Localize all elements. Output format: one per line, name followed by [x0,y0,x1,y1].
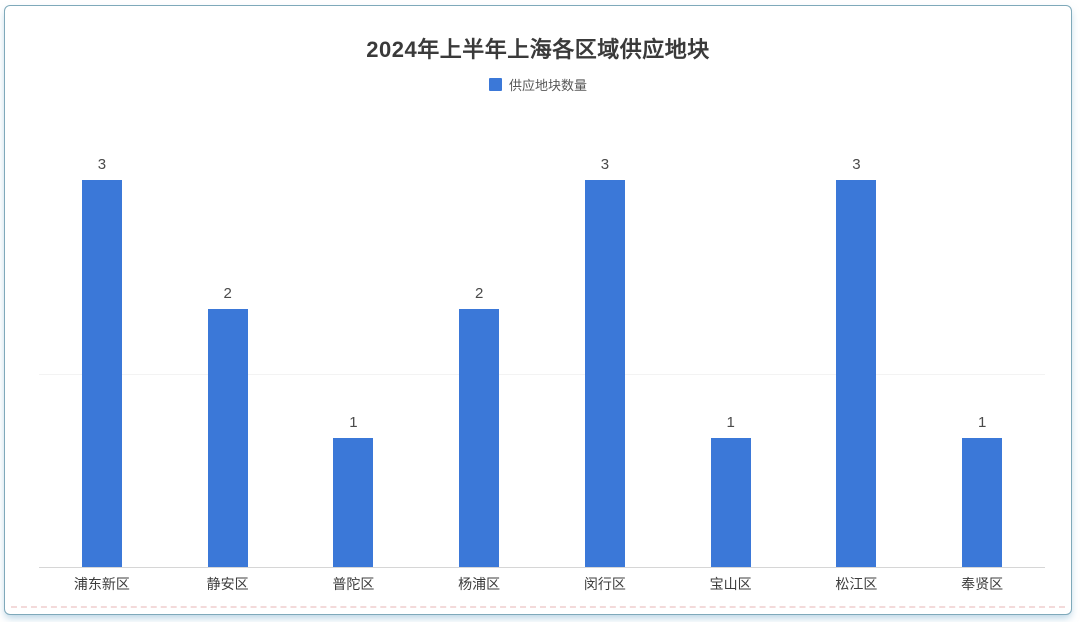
x-axis-labels: 浦东新区 静安区 普陀区 杨浦区 闵行区 宝山区 松江区 奉贤区 [39,574,1045,594]
bar[interactable] [836,180,877,567]
legend-color-swatch-icon [488,78,502,91]
bar-group: 2 [165,180,291,567]
bar-value-label: 3 [97,156,107,173]
x-axis-label: 奉贤区 [961,576,1004,592]
bar[interactable] [710,438,751,567]
bar-group: 3 [39,157,165,567]
x-axis-label: 普陀区 [332,576,375,592]
bar[interactable] [962,438,1003,567]
bar-value-label: 2 [474,285,484,303]
legend-item-supply[interactable]: 供应地块数量 [488,75,587,94]
bar[interactable] [207,309,248,567]
bottom-dashed-line [11,606,1065,608]
bar-group: 3 [542,157,668,567]
plot-bands: 3 2 1 2 3 1 3 1 [39,157,1045,567]
chart-legend: 供应地块数量 [5,75,1071,94]
x-axis-label: 浦东新区 [73,576,130,592]
bar-value-label: 3 [600,156,610,173]
bar[interactable] [81,180,122,567]
bar-value-label: 1 [977,414,987,432]
plot-area: 3 2 1 2 3 1 3 1 浦东新区 静安区 普陀区 杨浦区 闵行区 宝山区 松江区 奉贤区 [39,157,1045,592]
bar-value-label: 2 [223,285,232,303]
x-axis-label: 闵行区 [583,576,626,592]
bar-group: 1 [291,180,417,567]
bar-group: 2 [416,180,542,567]
x-axis-label: 宝山区 [709,576,752,592]
bar-group: 3 [794,157,920,567]
bar-value-label: 1 [349,414,358,432]
bar-value-label: 3 [852,156,861,173]
legend-label: 供应地块数量 [508,78,587,93]
bar[interactable] [459,309,500,567]
bar-group: 1 [668,180,794,567]
bar[interactable] [333,438,374,567]
bar-group: 1 [919,180,1045,567]
chart-title: 2024年上半年上海各区域供应地块 [366,37,710,62]
x-axis-label: 松江区 [835,576,878,592]
chart-card: 2024年上半年上海各区域供应地块 供应地块数量 3 2 1 2 3 1 3 1 浦东新区 静安… [4,5,1072,615]
bar-value-label: 1 [726,414,735,432]
gridline-mid [39,373,1045,375]
x-axis-label: 杨浦区 [458,576,501,592]
x-axis-label: 静安区 [206,576,249,592]
bar[interactable] [584,180,625,567]
